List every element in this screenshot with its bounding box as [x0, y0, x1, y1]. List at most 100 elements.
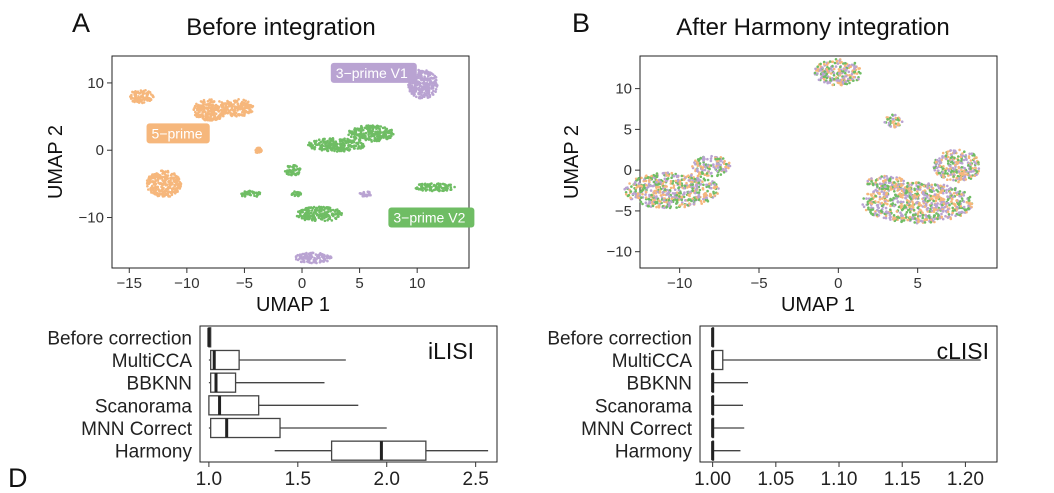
data-point [433, 80, 436, 84]
y-tick-label: −5 [615, 203, 632, 220]
data-point [899, 211, 902, 214]
point-cluster [220, 98, 255, 118]
data-point [963, 190, 966, 194]
data-point [221, 108, 225, 112]
data-point [892, 214, 896, 217]
data-point [428, 83, 432, 86]
data-point [170, 172, 174, 176]
data-point [934, 160, 938, 164]
data-point [360, 133, 364, 136]
data-point [166, 171, 170, 174]
data-point [694, 198, 698, 201]
box-plot [208, 417, 387, 439]
data-point [931, 195, 935, 198]
panel-a-series-labels: 5−prime 3−prime V1 3−prime V2 [146, 62, 475, 228]
data-point [844, 74, 848, 78]
data-point [937, 193, 940, 196]
data-point [667, 201, 671, 205]
data-point [286, 169, 289, 172]
data-point [687, 193, 690, 197]
data-point [946, 184, 949, 188]
data-point [927, 182, 930, 185]
data-point [432, 184, 436, 188]
data-point [655, 205, 658, 209]
data-point [945, 157, 948, 161]
data-point [379, 134, 382, 138]
data-point [453, 185, 456, 189]
data-point [866, 192, 870, 196]
point-cluster [358, 190, 372, 198]
data-point [911, 204, 914, 207]
data-point [851, 77, 854, 81]
data-point [909, 193, 913, 197]
data-point [631, 192, 635, 196]
data-point [211, 118, 215, 121]
data-point [969, 163, 972, 166]
box-plot [711, 372, 749, 393]
data-point [862, 205, 866, 209]
data-point [242, 108, 246, 112]
data-point [241, 104, 244, 107]
data-point [322, 253, 326, 257]
data-point [965, 201, 969, 204]
box-iqr [711, 349, 724, 371]
data-point [962, 200, 966, 203]
data-point [941, 167, 945, 171]
data-point [206, 107, 209, 111]
data-point [175, 180, 178, 183]
data-point [723, 159, 726, 163]
data-point [170, 176, 174, 180]
data-point [892, 204, 896, 208]
data-point [343, 139, 347, 143]
data-point [835, 59, 839, 63]
panel-a-x-ticks: −15 −10 −5 0 5 10 [117, 268, 426, 292]
data-point [670, 176, 673, 179]
category-label: MultiCCA [612, 351, 693, 372]
data-point [373, 133, 377, 136]
data-point [921, 191, 925, 194]
data-point [214, 116, 217, 120]
data-point [712, 190, 715, 194]
data-point [417, 68, 420, 72]
data-point [899, 200, 903, 204]
data-point [249, 193, 252, 197]
data-point [918, 188, 922, 191]
data-point [685, 175, 688, 179]
data-point [716, 192, 719, 195]
data-point [680, 198, 683, 202]
box-plot [711, 440, 741, 461]
data-point [874, 212, 877, 215]
data-point [624, 191, 628, 194]
data-point [923, 205, 927, 209]
data-point [291, 192, 295, 195]
data-point [872, 190, 875, 194]
data-point [941, 217, 945, 221]
series-label-box [388, 207, 475, 228]
data-point [831, 83, 834, 87]
data-point [937, 186, 941, 190]
data-point [389, 136, 392, 139]
y-tick-label: 10 [615, 81, 632, 98]
data-point [254, 148, 257, 152]
data-point [889, 218, 892, 221]
data-point [905, 216, 908, 219]
data-point [836, 62, 840, 65]
data-point [644, 190, 648, 194]
panel-a-title: Before integration [186, 14, 375, 41]
data-point [889, 188, 893, 191]
data-point [241, 110, 244, 114]
data-point [329, 210, 332, 213]
data-point [868, 201, 872, 205]
data-point [201, 110, 204, 114]
point-cluster [347, 124, 395, 143]
data-point [673, 195, 676, 198]
data-point [956, 205, 959, 209]
data-point [429, 71, 432, 74]
data-point [883, 189, 886, 192]
data-point [710, 174, 714, 178]
data-point [864, 208, 868, 212]
panel-letter-a: A [72, 8, 90, 38]
data-point [934, 183, 937, 187]
data-point [914, 213, 917, 216]
data-point [418, 87, 422, 91]
